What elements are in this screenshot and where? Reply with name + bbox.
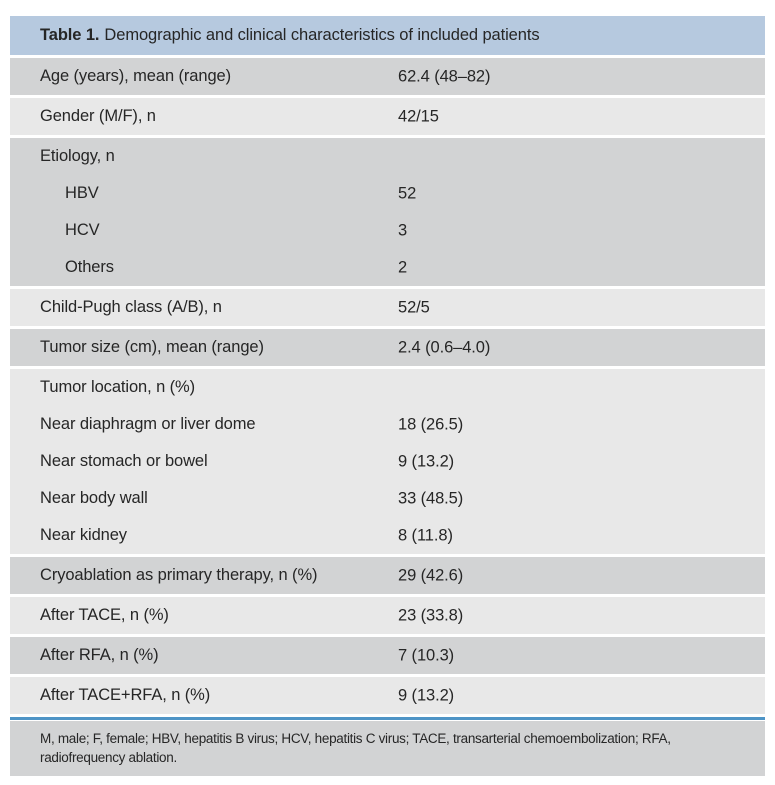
row-label: Tumor size (cm), mean (range): [40, 338, 264, 356]
row-label: Near kidney: [40, 526, 127, 544]
row-group-after-rfa: After RFA, n (%) 7 (10.3): [10, 637, 765, 674]
table-row: Child-Pugh class (A/B), n 52/5: [10, 289, 765, 326]
row-label: HCV: [65, 221, 100, 239]
row-group-after-tace-rfa: After TACE+RFA, n (%) 9 (13.2): [10, 677, 765, 714]
table-title-bar: Table 1. Demographic and clinical charac…: [10, 16, 765, 55]
row-value: 29 (42.6): [398, 566, 464, 584]
table-row: Others 2: [10, 249, 765, 286]
table-title-text: Demographic and clinical characteristics…: [104, 26, 540, 44]
row-value: 42/15: [398, 107, 439, 125]
row-group-age: Age (years), mean (range) 62.4 (48–82): [10, 58, 765, 95]
row-value: 3: [398, 221, 408, 239]
table-row: Etiology, n: [10, 138, 765, 175]
table-row: Age (years), mean (range) 62.4 (48–82): [10, 58, 765, 95]
footnote-divider-rule: [10, 717, 765, 720]
row-label: Child-Pugh class (A/B), n: [40, 298, 222, 316]
row-label: Others: [65, 258, 114, 276]
row-value: 2.4 (0.6–4.0): [398, 338, 491, 356]
row-label: After RFA, n (%): [40, 646, 159, 664]
row-value: 62.4 (48–82): [398, 67, 491, 85]
row-group-gender: Gender (M/F), n 42/15: [10, 98, 765, 135]
row-value: 9 (13.2): [398, 452, 455, 470]
table-row: HCV 3: [10, 212, 765, 249]
table-row: Near stomach or bowel 9 (13.2): [10, 443, 765, 480]
row-label: Age (years), mean (range): [40, 67, 231, 85]
row-value: 7 (10.3): [398, 646, 455, 664]
table-1: Table 1. Demographic and clinical charac…: [10, 16, 765, 776]
row-label: Near stomach or bowel: [40, 452, 208, 470]
table-row: Tumor location, n (%): [10, 369, 765, 406]
table-row: Gender (M/F), n 42/15: [10, 98, 765, 135]
table-row: After TACE+RFA, n (%) 9 (13.2): [10, 677, 765, 714]
row-group-child-pugh: Child-Pugh class (A/B), n 52/5: [10, 289, 765, 326]
row-value: 23 (33.8): [398, 606, 464, 624]
row-label: Near body wall: [40, 489, 148, 507]
footnote-line-1: M, male; F, female; HBV, hepatitis B vir…: [40, 731, 671, 746]
row-label: Etiology, n: [40, 147, 115, 165]
row-group-etiology: Etiology, n HBV 52 HCV 3 Others 2: [10, 138, 765, 286]
row-label: Gender (M/F), n: [40, 107, 156, 125]
row-value: 2: [398, 258, 408, 276]
table-row: Near diaphragm or liver dome 18 (26.5): [10, 406, 765, 443]
table-row: After TACE, n (%) 23 (33.8): [10, 597, 765, 634]
table-number-label: Table 1.: [40, 26, 100, 44]
footnote-line-2: radiofrequency ablation.: [40, 750, 177, 765]
row-label: Cryoablation as primary therapy, n (%): [40, 566, 318, 584]
row-value: 18 (26.5): [398, 415, 464, 433]
table-row: Near body wall 33 (48.5): [10, 480, 765, 517]
row-label: Tumor location, n (%): [40, 378, 196, 396]
table-row: After RFA, n (%) 7 (10.3): [10, 637, 765, 674]
row-group-tumor-location: Tumor location, n (%) Near diaphragm or …: [10, 369, 765, 554]
row-group-tumor-size: Tumor size (cm), mean (range) 2.4 (0.6–4…: [10, 329, 765, 366]
table-footnote: M, male; F, female; HBV, hepatitis B vir…: [10, 721, 765, 776]
table-row: Tumor size (cm), mean (range) 2.4 (0.6–4…: [10, 329, 765, 366]
table-row: Near kidney 8 (11.8): [10, 517, 765, 554]
row-value: 33 (48.5): [398, 489, 464, 507]
table-row: Cryoablation as primary therapy, n (%) 2…: [10, 557, 765, 594]
table-row: HBV 52: [10, 175, 765, 212]
row-label: After TACE+RFA, n (%): [40, 686, 211, 704]
row-value: 8 (11.8): [398, 526, 453, 544]
row-group-after-tace: After TACE, n (%) 23 (33.8): [10, 597, 765, 634]
row-group-cryoablation-primary: Cryoablation as primary therapy, n (%) 2…: [10, 557, 765, 594]
row-value: 52: [398, 184, 417, 202]
row-value: 52/5: [398, 298, 430, 316]
row-label: Near diaphragm or liver dome: [40, 415, 256, 433]
row-label: HBV: [65, 184, 99, 202]
row-label: After TACE, n (%): [40, 606, 169, 624]
row-value: 9 (13.2): [398, 686, 455, 704]
